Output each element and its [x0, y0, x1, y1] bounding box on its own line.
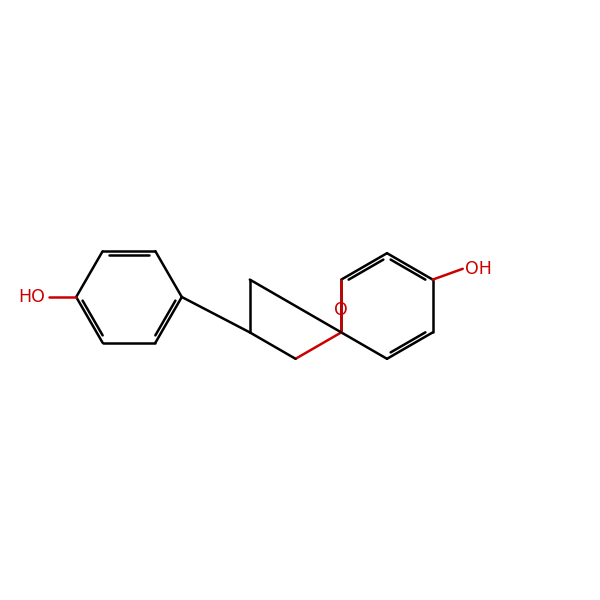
- Text: HO: HO: [19, 288, 46, 306]
- Text: OH: OH: [465, 260, 492, 278]
- Text: O: O: [334, 301, 348, 319]
